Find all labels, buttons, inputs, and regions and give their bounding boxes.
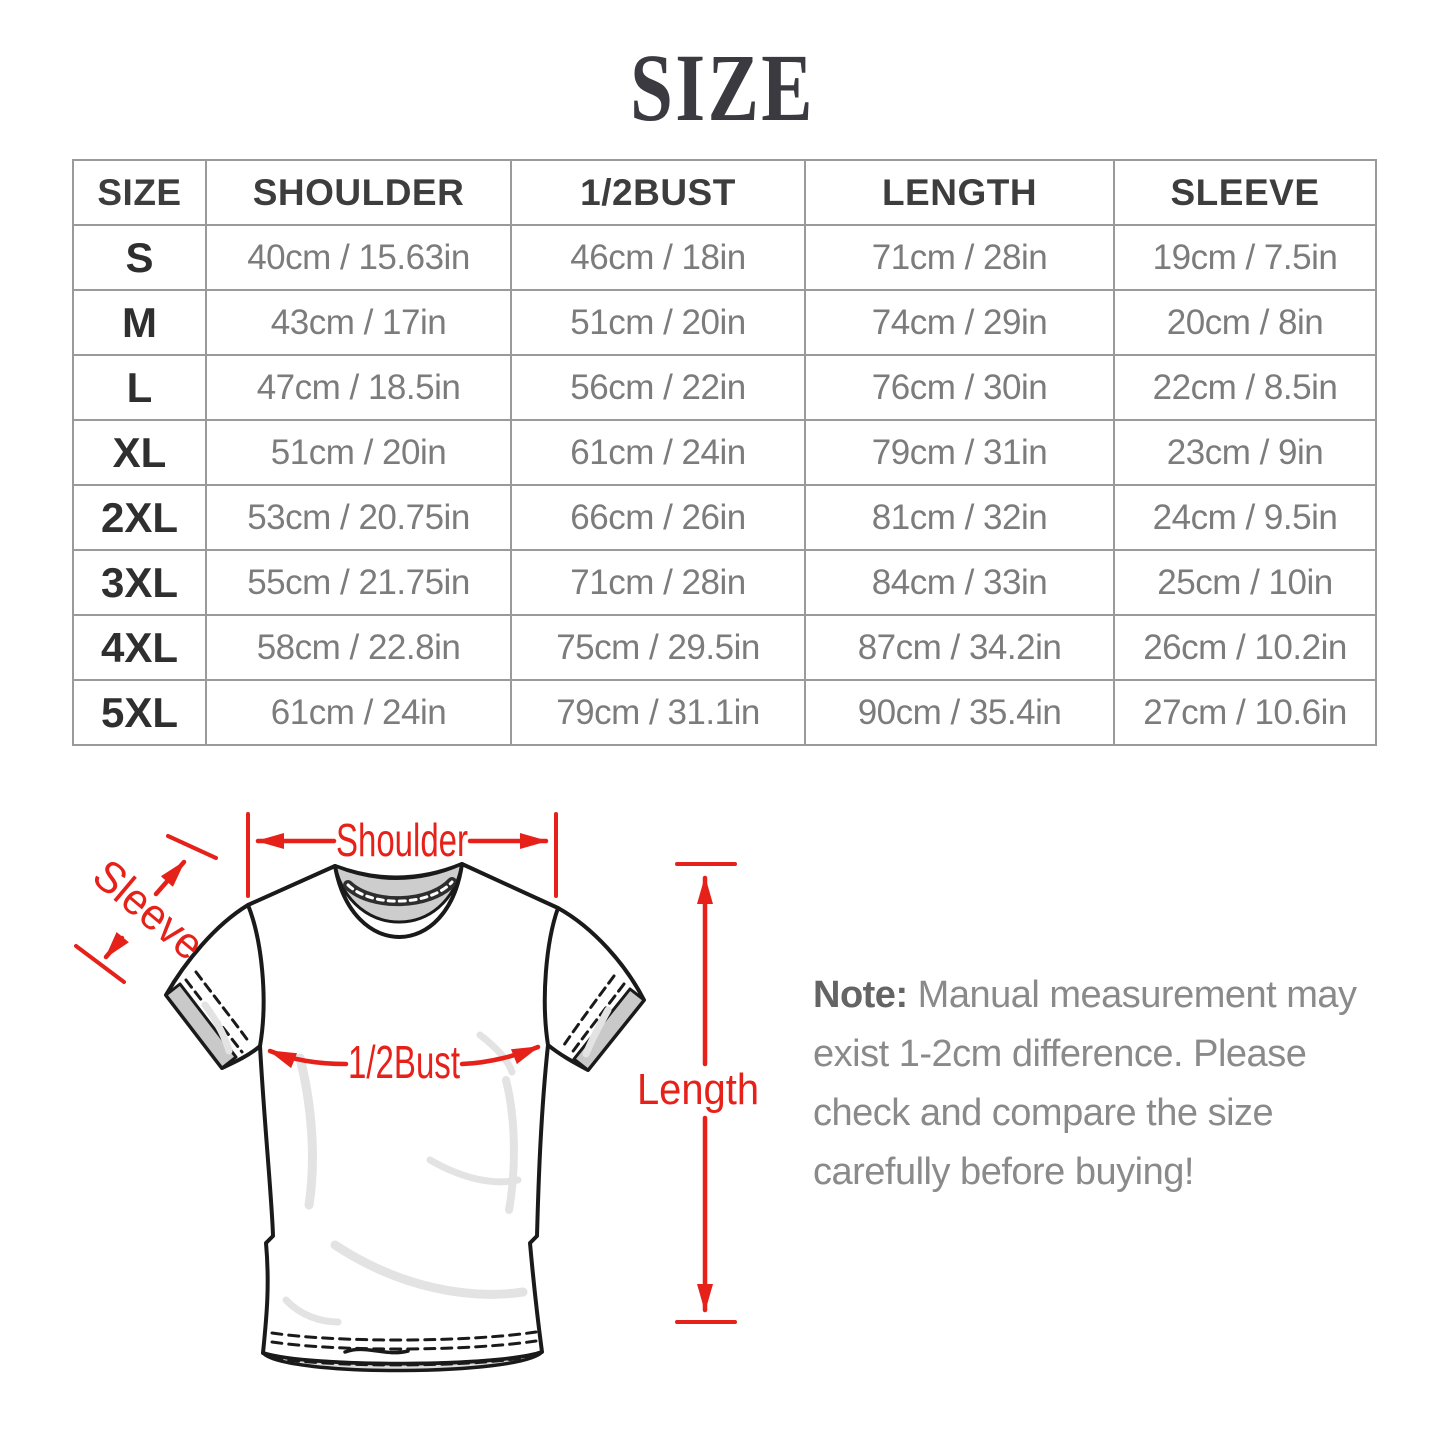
note-line: Note: Manual measurement may [813,966,1357,1025]
cell-shoulder: 51cm / 20in [205,419,512,486]
cell-size: M [72,289,207,356]
cell-shoulder: 53cm / 20.75in [205,484,512,551]
length-label: Length [637,1065,759,1114]
cell-length: 81cm / 32in [804,484,1115,551]
sleeve-arrow-up [153,859,187,897]
length-annotation: Length [637,862,759,1324]
cell-bust: 46cm / 18in [510,224,806,291]
cell-sleeve: 26cm / 10.2in [1113,614,1377,681]
cell-size: 4XL [72,614,207,681]
table-row: 3XL 55cm / 21.75in 71cm / 28in 84cm / 33… [72,549,1377,616]
col-header-bust: 1/2BUST [510,159,806,226]
table-row: XL 51cm / 20in 61cm / 24in 79cm / 31in 2… [72,419,1377,486]
bust-arrow-left [267,1048,349,1069]
col-header-length: LENGTH [804,159,1115,226]
cell-sleeve: 20cm / 8in [1113,289,1377,356]
cell-sleeve: 19cm / 7.5in [1113,224,1377,291]
cell-bust: 75cm / 29.5in [510,614,806,681]
tshirt-graphic [164,862,646,1373]
cell-shoulder: 47cm / 18.5in [205,354,512,421]
note-line: check and compare the size [813,1092,1274,1134]
cell-bust: 51cm / 20in [510,289,806,356]
cell-size: 3XL [72,549,207,616]
note-line: carefully before buying! [813,1151,1194,1193]
sleeve-lower-tick [74,944,126,984]
table-row: S 40cm / 15.63in 46cm / 18in 71cm / 28in… [72,224,1377,291]
col-header-sleeve: SLEEVE [1113,159,1377,226]
cell-sleeve: 24cm / 9.5in [1113,484,1377,551]
note-prefix: Note: [813,974,908,1016]
size-table: SIZE SHOULDER 1/2BUST LENGTH SLEEVE S 40… [72,159,1377,746]
cell-size: 5XL [72,679,207,746]
table-row: 5XL 61cm / 24in 79cm / 31.1in 90cm / 35.… [72,679,1377,746]
bust-arrow-right [459,1044,541,1067]
cell-shoulder: 55cm / 21.75in [205,549,512,616]
sleeve-label: Sleeve [84,850,214,970]
cell-size: XL [72,419,207,486]
table-row: 4XL 58cm / 22.8in 75cm / 29.5in 87cm / 3… [72,614,1377,681]
cell-shoulder: 61cm / 24in [205,679,512,746]
table-row: L 47cm / 18.5in 56cm / 22in 76cm / 30in … [72,354,1377,421]
cell-length: 76cm / 30in [804,354,1115,421]
cell-length: 74cm / 29in [804,289,1115,356]
note-line: exist 1-2cm difference. Please [813,1033,1307,1075]
cell-sleeve: 25cm / 10in [1113,549,1377,616]
collar-outer-rim [333,862,464,939]
table-header-row: SIZE SHOULDER 1/2BUST LENGTH SLEEVE [72,159,1377,226]
page-title: SIZE [630,34,815,141]
bust-label: 1/2Bust [348,1036,460,1088]
col-header-size: SIZE [72,159,207,226]
cell-bust: 56cm / 22in [510,354,806,421]
cell-length: 84cm / 33in [804,549,1115,616]
sleeve-arrow-down [103,931,129,960]
col-header-shoulder: SHOULDER [205,159,512,226]
bust-annotation: 1/2Bust [267,1036,541,1088]
cell-shoulder: 43cm / 17in [205,289,512,356]
shoulder-annotation: Shoulder [246,812,558,898]
tshirt-measurement-diagram: Shoulder Sleeve 1/2Bust [74,812,759,1373]
table-row: 2XL 53cm / 20.75in 66cm / 26in 81cm / 32… [72,484,1377,551]
cell-size: 2XL [72,484,207,551]
cell-sleeve: 27cm / 10.6in [1113,679,1377,746]
hem-stitching [270,1330,538,1367]
table-row: M 43cm / 17in 51cm / 20in 74cm / 29in 20… [72,289,1377,356]
cell-length: 71cm / 28in [804,224,1115,291]
shoulder-label: Shoulder [336,814,468,866]
cell-bust: 79cm / 31.1in [510,679,806,746]
note-block: Note: Manual measurement may exist 1-2cm… [813,966,1357,1202]
note-text: Manual measurement may [907,974,1357,1016]
cell-shoulder: 58cm / 22.8in [205,614,512,681]
wrinkle-shadows [201,1001,612,1326]
hem-fold-line [343,1347,410,1355]
sleeve-upper-tick [166,834,218,860]
cell-size: L [72,354,207,421]
cell-sleeve: 22cm / 8.5in [1113,354,1377,421]
collar-stitch-dashes [346,880,454,903]
cell-bust: 66cm / 26in [510,484,806,551]
cell-sleeve: 23cm / 9in [1113,419,1377,486]
cuff-stitching [184,970,626,1056]
cell-size: S [72,224,207,291]
cell-length: 90cm / 35.4in [804,679,1115,746]
cell-length: 79cm / 31in [804,419,1115,486]
cell-bust: 61cm / 24in [510,419,806,486]
left-cuff [164,982,238,1070]
cell-bust: 71cm / 28in [510,549,806,616]
cell-length: 87cm / 34.2in [804,614,1115,681]
cell-shoulder: 40cm / 15.63in [205,224,512,291]
